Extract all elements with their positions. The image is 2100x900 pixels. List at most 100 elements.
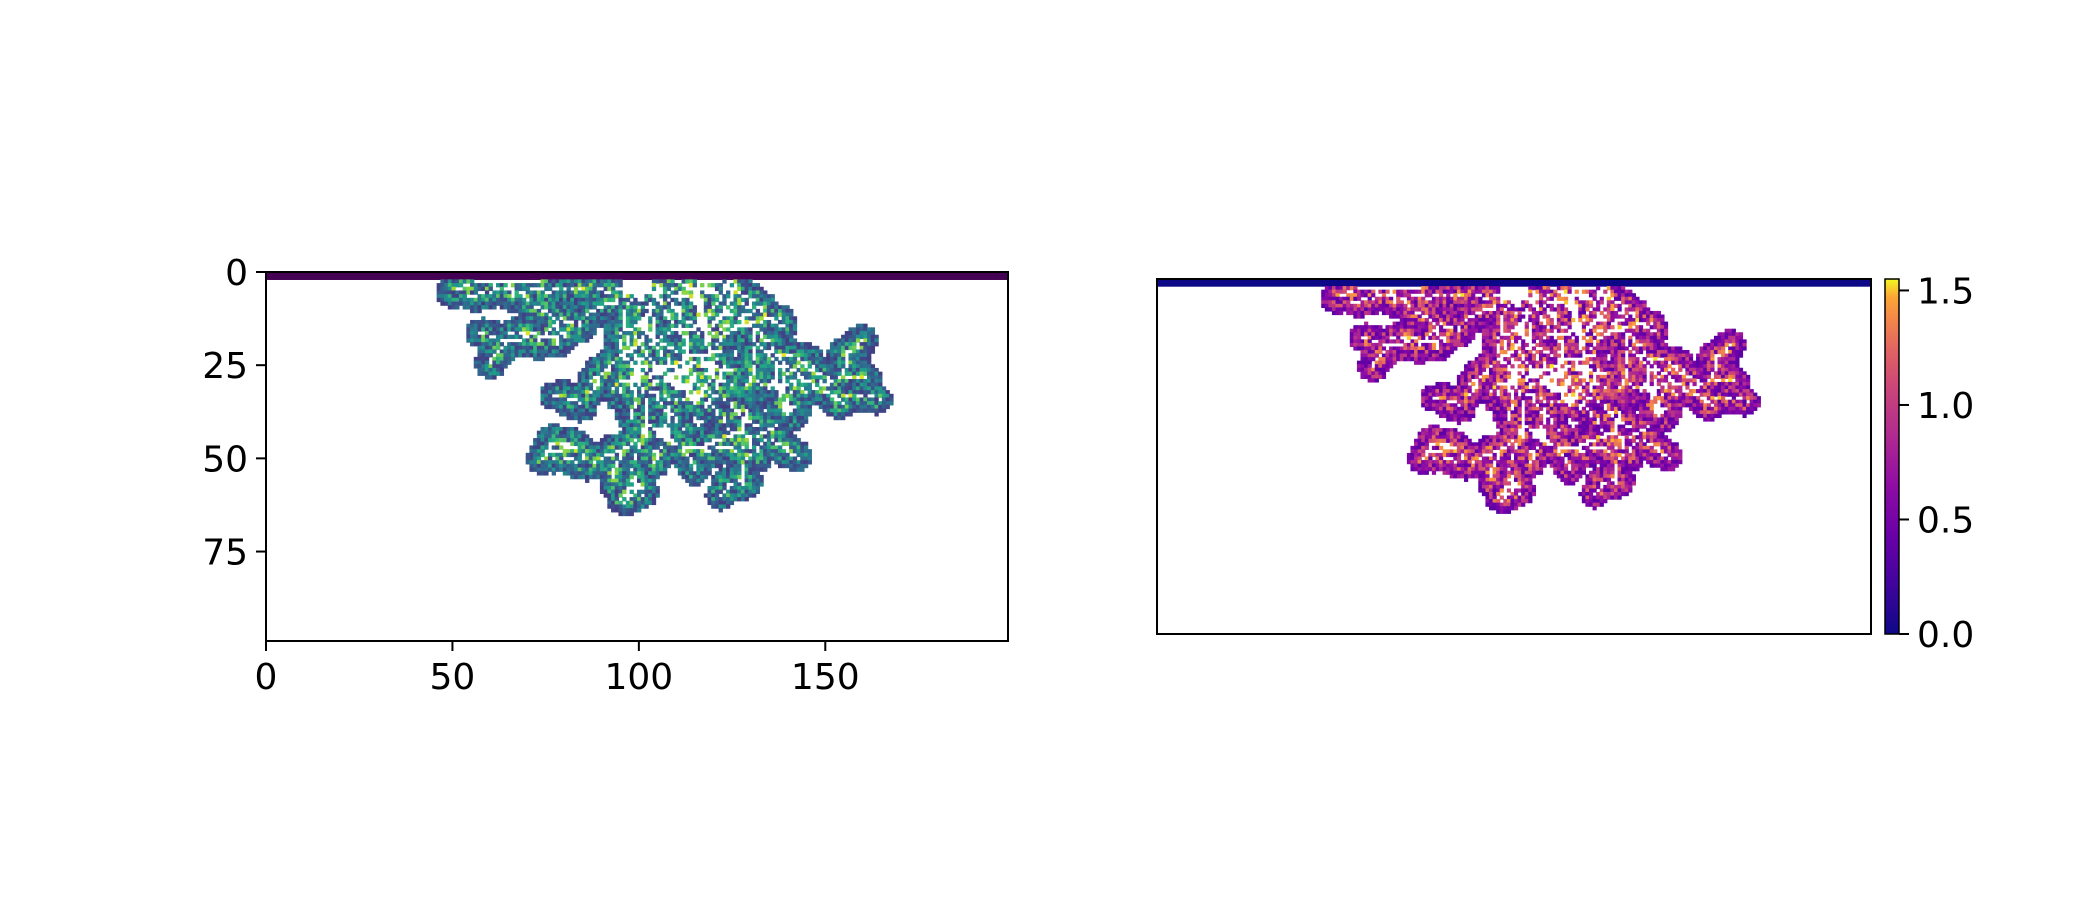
heatmap-cell — [629, 331, 634, 336]
heatmap-cell — [525, 283, 531, 288]
heatmap-cell — [648, 408, 653, 413]
heatmap-cell — [540, 327, 545, 332]
heatmap-cell — [881, 404, 887, 410]
heatmap-cell — [867, 360, 872, 365]
heatmap-cell — [507, 356, 512, 362]
heatmap-cell — [640, 397, 646, 402]
heatmap-cell — [1485, 332, 1490, 337]
heatmap-cell — [722, 334, 727, 340]
heatmap-cell — [484, 364, 490, 369]
heatmap-cell — [570, 449, 575, 454]
heatmap-cell — [547, 283, 553, 288]
heatmap-cell — [625, 367, 631, 373]
heatmap-cell — [1613, 335, 1619, 340]
heatmap-cell — [577, 301, 582, 306]
heatmap-cell — [755, 319, 761, 325]
heatmap-cell — [562, 342, 568, 347]
heatmap-cell — [726, 356, 731, 362]
heatmap-cell — [1324, 303, 1329, 308]
heatmap-cell — [1403, 293, 1408, 298]
heatmap-cell — [1396, 314, 1401, 319]
heatmap-cell — [752, 294, 757, 299]
heatmap-cell — [577, 386, 582, 391]
heatmap-cell — [596, 371, 601, 376]
heatmap-cell — [444, 283, 449, 288]
heatmap-cell — [714, 334, 720, 340]
heatmap-cell — [555, 390, 560, 395]
heatmap-cell — [477, 308, 482, 314]
heatmap-cell — [637, 500, 642, 506]
heatmap-cell — [581, 434, 586, 439]
heatmap-cell — [848, 356, 853, 362]
y-tick-label: 75 — [202, 533, 248, 574]
heatmap-cell — [1367, 332, 1372, 337]
heatmap-cell — [1449, 335, 1454, 340]
heatmap-cell — [841, 382, 846, 387]
heatmap-cell — [711, 500, 716, 506]
heatmap-cell — [711, 412, 716, 417]
heatmap-cell — [614, 290, 620, 295]
heatmap-cell — [614, 349, 620, 354]
heatmap-cell — [748, 338, 753, 343]
heatmap-cell — [566, 286, 571, 292]
heatmap-cell — [726, 316, 731, 321]
heatmap-cell — [484, 356, 490, 362]
heatmap-cell — [1442, 328, 1447, 333]
heatmap-cell — [588, 283, 594, 288]
heatmap-cell — [581, 390, 586, 395]
heatmap-cell — [1574, 335, 1579, 340]
heatmap-cell — [644, 393, 649, 399]
heatmap-cell — [614, 353, 620, 358]
heatmap-cell — [637, 419, 642, 424]
heatmap-cell — [885, 401, 890, 406]
heatmap-cell — [1524, 350, 1529, 355]
heatmap-cell — [625, 397, 631, 402]
heatmap-cell — [733, 493, 738, 498]
heatmap-cell — [622, 511, 627, 517]
heatmap-cell — [662, 419, 668, 424]
heatmap-cell — [867, 401, 872, 406]
heatmap-cell — [1567, 314, 1572, 319]
heatmap-cell — [737, 426, 742, 432]
heatmap-cell — [759, 294, 764, 299]
heatmap-cell — [1364, 307, 1369, 312]
heatmap-cell — [536, 312, 542, 317]
heatmap-cell — [581, 308, 586, 314]
heatmap-cell — [1446, 346, 1451, 351]
heatmap-cell — [1610, 314, 1615, 319]
heatmap-cell — [1563, 346, 1569, 351]
heatmap-cell — [1492, 332, 1497, 337]
heatmap-cell — [633, 497, 638, 502]
heatmap-cell — [748, 390, 753, 395]
heatmap-cell — [711, 463, 716, 469]
heatmap-cell — [737, 467, 742, 472]
heatmap-cell — [770, 430, 775, 435]
heatmap-cell — [674, 316, 679, 321]
heatmap-cell — [796, 342, 801, 347]
heatmap-cell — [803, 367, 809, 373]
heatmap-cell — [748, 393, 753, 399]
heatmap-cell — [1514, 353, 1519, 358]
heatmap-cell — [596, 386, 601, 391]
heatmap-cell — [507, 342, 512, 347]
heatmap-cell — [1421, 342, 1426, 348]
heatmap-cell — [1492, 314, 1497, 319]
heatmap-cell — [1331, 293, 1337, 298]
heatmap-cell — [777, 404, 783, 410]
heatmap-cell — [1449, 310, 1454, 316]
heatmap-cell — [625, 508, 631, 513]
heatmap-cell — [737, 360, 742, 365]
heatmap-cell — [596, 445, 601, 450]
heatmap-cell — [544, 445, 549, 450]
heatmap-cell — [1439, 332, 1444, 337]
heatmap-cell — [870, 345, 876, 351]
heatmap-cell — [1435, 300, 1440, 305]
heatmap-cell — [659, 379, 664, 384]
heatmap-cell — [1442, 314, 1447, 319]
heatmap-cell — [1635, 335, 1640, 340]
heatmap-cell — [1374, 325, 1379, 330]
heatmap-cell — [722, 456, 727, 461]
heatmap-cell — [1638, 346, 1644, 351]
heatmap-cell — [1642, 300, 1647, 305]
heatmap-cell — [744, 404, 749, 410]
